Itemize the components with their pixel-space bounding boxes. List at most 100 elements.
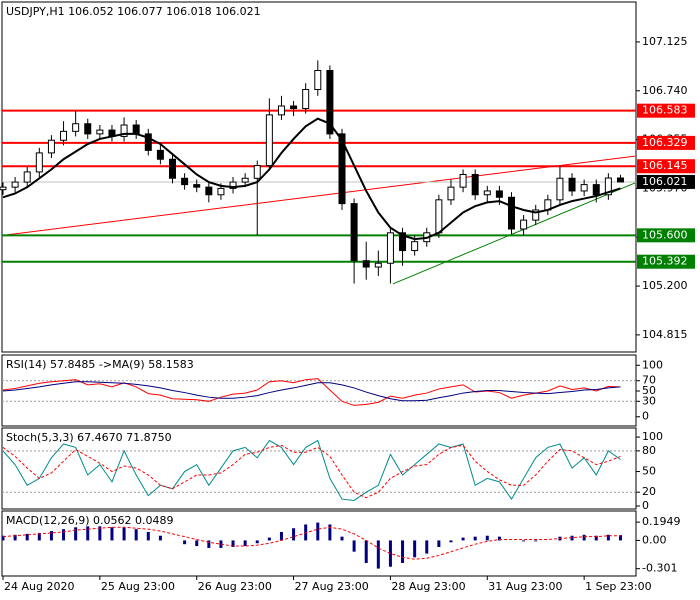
panel-title: USDJPY,H1 106.052 106.077 106.018 106.02…: [6, 5, 261, 18]
y-tick-label: 80: [642, 444, 656, 457]
x-tick-label: 26 Aug 23:00: [198, 580, 272, 593]
x-tick-label: 1 Sep 23:00: [585, 580, 651, 593]
candle-body: [411, 241, 419, 252]
x-tick-label: 27 Aug 23:00: [295, 580, 369, 593]
candle-body: [495, 190, 503, 198]
panel-frame: [1, 427, 637, 510]
y-tick-label: 0: [642, 499, 649, 512]
candle-body: [84, 123, 92, 135]
trend-line: [2, 155, 636, 236]
candle-body: [604, 177, 612, 196]
level-label-box: [637, 228, 695, 243]
y-tick-label: 50: [642, 465, 656, 478]
series-line: [2, 526, 621, 560]
candle-body: [459, 173, 467, 188]
candle-body: [556, 177, 564, 201]
candle-body: [144, 133, 152, 151]
y-tick-label: 100: [642, 358, 663, 371]
candle-body: [35, 152, 43, 173]
candle-body: [181, 177, 189, 186]
candle-body: [302, 89, 310, 110]
candle-body: [60, 130, 68, 141]
level-label-box: [637, 174, 695, 189]
candle-body: [72, 123, 80, 132]
panel-title: RSI(14) 57.8485 ->MA(9) 58.1583: [6, 358, 194, 371]
y-tick-label: 30: [642, 394, 656, 407]
candle-body: [277, 105, 285, 116]
series-line: [2, 381, 621, 402]
candle-body: [229, 181, 237, 189]
candle-body: [350, 203, 358, 262]
y-tick-label: 0.1949: [642, 515, 681, 528]
y-tick-label: 0.00: [642, 533, 667, 546]
candle-body: [314, 69, 322, 91]
level-label: 106.021: [642, 175, 688, 188]
panel-title: MACD(12,26,9) 0.0562 0.0489: [6, 514, 174, 527]
candle-body: [156, 149, 164, 160]
level-label: 106.583: [642, 104, 688, 117]
candle-body: [362, 260, 370, 268]
y-tick-label: 100: [642, 430, 663, 443]
panel-frame: [1, 1, 637, 353]
level-label: 105.392: [642, 255, 688, 268]
candle-body: [253, 165, 261, 179]
candle-body: [471, 173, 479, 196]
y-tick-label: -0.301: [642, 562, 677, 575]
candle-body: [435, 199, 443, 234]
level-label-box: [637, 254, 695, 269]
y-tick-label: 20: [642, 485, 656, 498]
level-label: 106.329: [642, 136, 688, 149]
level-label-box: [637, 159, 695, 174]
series-line: [2, 378, 621, 406]
x-tick-label: 25 Aug 23:00: [101, 580, 175, 593]
candle-body: [374, 262, 382, 268]
x-tick-label: 24 Aug 2020: [4, 580, 74, 593]
candle-body: [0, 186, 7, 191]
candle-body: [11, 181, 19, 188]
y-tick-label: 104.815: [642, 328, 688, 341]
panel-frame: [1, 510, 637, 577]
candle-body: [568, 177, 576, 192]
candle-body: [508, 196, 516, 230]
candle-body: [592, 184, 600, 196]
candle-body: [132, 124, 140, 135]
trend-line: [392, 182, 636, 285]
candle-body: [483, 190, 491, 196]
candle-body: [520, 219, 528, 230]
candle-body: [265, 114, 273, 167]
candle-body: [532, 209, 540, 221]
panel-title: Stoch(5,3,3) 67.4670 71.8750: [6, 431, 172, 444]
level-label-box: [637, 103, 695, 118]
candle-body: [580, 184, 588, 192]
candle-body: [241, 177, 249, 183]
y-tick-label: 50: [642, 384, 656, 397]
candle-body: [447, 186, 455, 201]
candle-body: [399, 232, 407, 252]
level-label-box: [637, 135, 695, 150]
x-tick-label: 31 Aug 23:00: [488, 580, 562, 593]
y-tick-label: 70: [642, 374, 656, 387]
y-tick-label: 106.740: [642, 84, 688, 97]
candle-body: [326, 69, 334, 135]
candle-body: [386, 232, 394, 264]
candle-body: [338, 133, 346, 205]
candle-body: [120, 124, 128, 137]
level-label: 106.145: [642, 159, 688, 172]
candle-body: [169, 158, 177, 179]
candle-body: [193, 184, 201, 188]
candle-body: [96, 129, 104, 135]
panel-frame: [1, 354, 637, 427]
candle-body: [217, 187, 225, 196]
y-tick-label: 0: [642, 410, 649, 423]
candle-body: [290, 105, 298, 110]
y-tick-label: 105.200: [642, 279, 688, 292]
candle-body: [23, 171, 31, 183]
series-line: [2, 439, 621, 501]
candle-body: [616, 177, 624, 183]
level-label: 105.600: [642, 228, 688, 241]
x-tick-label: 28 Aug 23:00: [391, 580, 465, 593]
candle-body: [47, 139, 55, 154]
candle-body: [205, 186, 213, 196]
series-line: [2, 117, 621, 241]
